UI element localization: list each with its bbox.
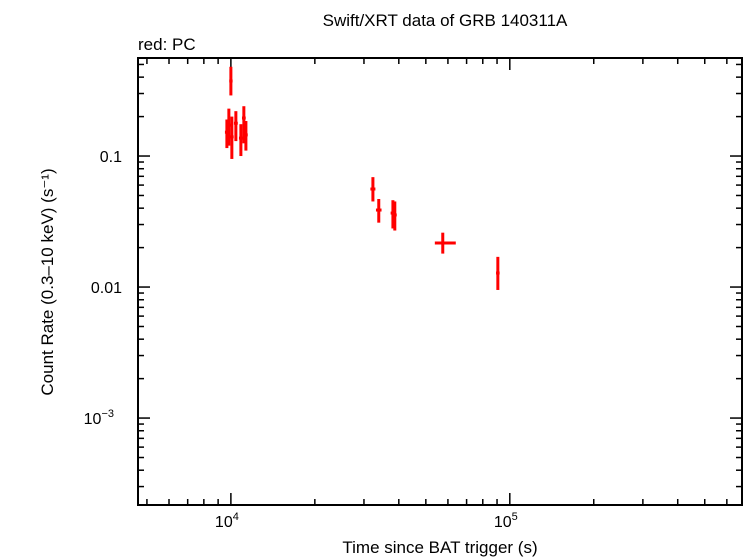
data-point [241,106,246,144]
x-tick-label: 105 [494,511,518,531]
data-point [238,124,243,157]
y-tick-label: 0.01 [91,280,122,297]
data-point [229,66,233,96]
data-point [370,177,376,202]
data-point [496,256,500,290]
data-point [375,198,382,223]
data-point [244,121,248,151]
data-point [392,201,397,231]
data-point [227,108,231,146]
y-axis-label: Count Rate (0.3–10 keV) (s⁻¹) [38,168,57,395]
x-axis-label: Time since BAT trigger (s) [342,538,537,557]
x-tick-label: 104 [215,511,239,531]
plot-frame [137,57,743,506]
data-point [233,111,238,142]
chart-subtitle: red: PC [138,35,196,54]
data-point [434,232,456,254]
y-tick-label: 10−3 [84,408,114,428]
data-point [230,116,234,159]
y-tick-label: 0.1 [100,149,122,166]
chart-title: Swift/XRT data of GRB 140311A [323,11,568,30]
